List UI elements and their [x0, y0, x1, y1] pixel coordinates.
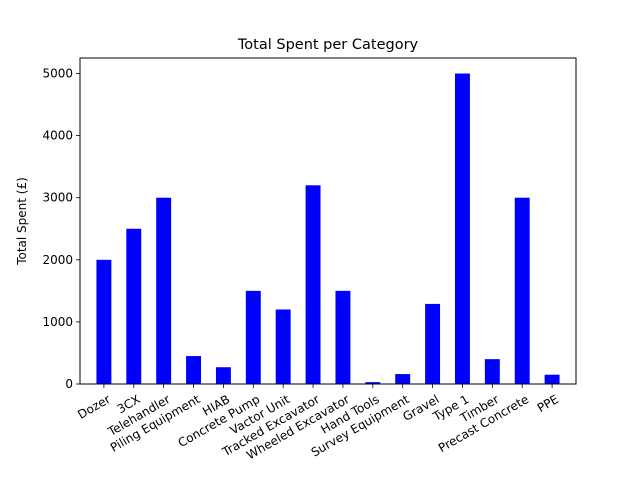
bar-1: [126, 228, 142, 384]
bar-6: [275, 309, 291, 384]
y-tick-label-5: 5000: [42, 67, 73, 81]
y-tick-label-1: 1000: [42, 315, 73, 329]
bar-0: [96, 259, 112, 384]
chart-title: Total Spent per Category: [237, 37, 419, 53]
x-tick-label-15: PPE: [535, 392, 561, 415]
bar-13: [484, 359, 500, 384]
y-tick-label-3: 3000: [42, 191, 73, 205]
bar-14: [514, 197, 530, 384]
y-tick-label-0: 0: [65, 377, 73, 391]
bar-9: [365, 382, 381, 384]
bar-8: [335, 290, 351, 384]
bars-group: [96, 73, 560, 385]
bar-12: [454, 73, 470, 385]
plot-frame: [79, 57, 577, 385]
bar-2: [156, 197, 172, 384]
bar-7: [305, 185, 321, 384]
bar-15: [544, 374, 560, 384]
bar-3: [186, 356, 202, 384]
bar-4: [215, 367, 231, 384]
y-tick-label-4: 4000: [42, 129, 73, 143]
x-tick-label-0: Dozer: [75, 392, 113, 422]
bar-10: [395, 374, 411, 384]
y-tick-label-2: 2000: [42, 253, 73, 267]
bar-5: [245, 290, 261, 384]
bar-11: [425, 303, 441, 384]
y-ticks-group: 0 1000 2000 3000 4000 5000: [42, 67, 80, 391]
y-axis-label: Total Spent (£): [15, 177, 29, 266]
